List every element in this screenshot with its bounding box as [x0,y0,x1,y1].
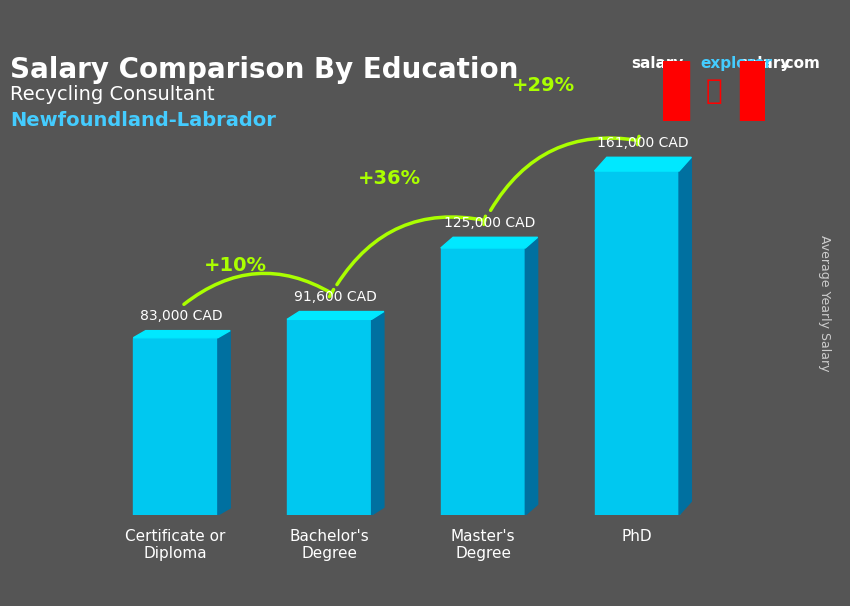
Polygon shape [594,158,691,171]
Polygon shape [371,311,384,515]
Text: 161,000 CAD: 161,000 CAD [597,136,688,150]
Polygon shape [287,311,384,319]
Polygon shape [679,158,691,515]
Bar [287,319,371,515]
Text: 83,000 CAD: 83,000 CAD [140,309,223,323]
Text: Average Yearly Salary: Average Yearly Salary [818,235,831,371]
Text: 125,000 CAD: 125,000 CAD [444,216,535,230]
Polygon shape [133,331,230,338]
Polygon shape [441,238,537,248]
Text: explorer: explorer [700,56,772,72]
Text: .com: .com [779,56,820,72]
Bar [740,61,765,121]
Text: salary: salary [738,56,790,72]
Bar [663,61,688,121]
Bar [441,248,525,515]
Text: +10%: +10% [204,256,267,275]
Bar [133,338,218,515]
Text: Recycling Consultant: Recycling Consultant [10,85,215,104]
Text: +36%: +36% [358,168,421,188]
Polygon shape [218,331,230,515]
Text: 91,600 CAD: 91,600 CAD [294,290,377,304]
Text: salary: salary [632,56,684,72]
Polygon shape [525,238,537,515]
Bar [594,171,679,515]
Text: +29%: +29% [512,76,575,95]
Text: Newfoundland-Labrador: Newfoundland-Labrador [10,111,276,130]
Text: Salary Comparison By Education: Salary Comparison By Education [10,56,518,84]
Text: 🍁: 🍁 [706,77,722,105]
